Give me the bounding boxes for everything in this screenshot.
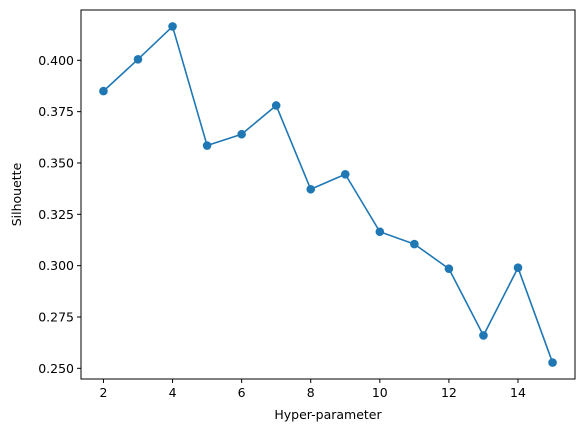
data-point <box>133 54 143 64</box>
data-point <box>340 169 350 179</box>
y-axis: 0.250 0.275 0.300 0.325 0.350 0.375 0.400 <box>38 53 81 376</box>
y-axis-label: Silhouette <box>9 162 24 226</box>
series-layer <box>99 22 557 367</box>
data-point <box>444 264 454 274</box>
x-tick-label: 8 <box>307 385 315 400</box>
y-tick-label: 0.375 <box>38 104 74 119</box>
y-tick-label: 0.350 <box>38 155 74 170</box>
data-point <box>410 239 419 249</box>
y-tick-label: 0.400 <box>38 53 74 68</box>
data-point <box>306 184 316 194</box>
x-tick-label: 10 <box>372 385 388 400</box>
data-point <box>375 227 385 237</box>
x-axis: 2 4 6 8 10 12 14 <box>99 379 526 400</box>
x-axis-label: Hyper-parameter <box>274 407 382 422</box>
x-tick-label: 6 <box>238 385 246 400</box>
data-point <box>513 263 523 273</box>
data-point <box>237 129 246 139</box>
x-tick-label: 14 <box>510 385 526 400</box>
data-point <box>99 86 108 96</box>
data-point <box>168 22 177 31</box>
series-line <box>102 25 554 363</box>
data-point <box>271 101 281 110</box>
y-tick-label: 0.300 <box>38 258 74 273</box>
data-point <box>202 141 212 150</box>
y-tick-label: 0.325 <box>38 207 74 222</box>
x-tick-label: 12 <box>441 385 457 400</box>
data-point <box>548 358 557 367</box>
x-tick-label: 4 <box>169 385 177 400</box>
plot-area <box>81 10 575 379</box>
x-tick-label: 2 <box>99 385 107 400</box>
y-tick-label: 0.250 <box>38 361 74 376</box>
y-tick-label: 0.275 <box>38 309 74 324</box>
plot-frame <box>80 9 576 380</box>
data-point <box>479 331 488 340</box>
